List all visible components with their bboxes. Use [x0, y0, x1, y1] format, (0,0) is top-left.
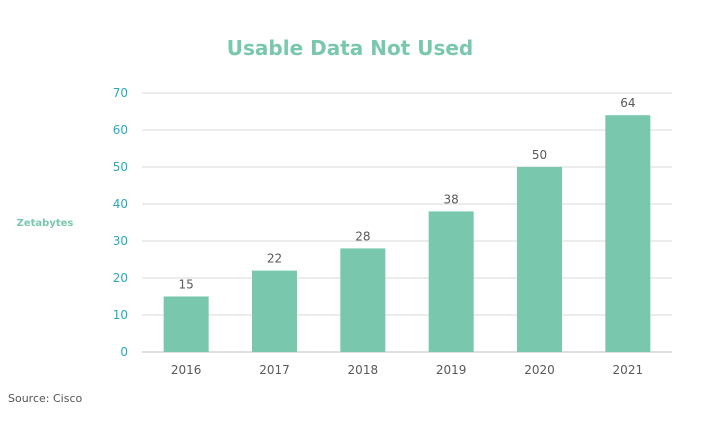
y-tick-label: 40	[113, 197, 128, 211]
y-tick-label: 30	[113, 234, 128, 248]
x-tick-label: 2020	[524, 363, 555, 377]
y-tick-label: 10	[113, 308, 128, 322]
x-tick-label: 2021	[613, 363, 644, 377]
y-tick-label: 60	[113, 123, 128, 137]
data-label: 22	[267, 252, 282, 266]
y-tick-label: 50	[113, 160, 128, 174]
x-tick-label: 2017	[259, 363, 290, 377]
data-label: 28	[355, 229, 370, 243]
bar	[252, 270, 297, 352]
bars	[163, 115, 651, 352]
y-tick-label: 20	[113, 271, 128, 285]
bar	[517, 167, 562, 352]
y-axis-label: Zetabytes	[17, 218, 74, 229]
data-label: 38	[444, 192, 459, 206]
data-label: 15	[179, 278, 194, 292]
source-note: Source: Cisco	[8, 392, 83, 405]
y-tick-label: 70	[113, 86, 128, 100]
bar	[163, 296, 209, 352]
chart-title: Usable Data Not Used	[227, 36, 473, 60]
data-labels: 15 22 28 38 50 64	[179, 96, 636, 291]
y-tick-labels: 0 10 20 30 40 50 60 70	[113, 86, 128, 359]
y-tick-label: 0	[120, 345, 128, 359]
x-tick-label: 2016	[171, 363, 202, 377]
gridlines	[142, 92, 672, 353]
bar	[428, 211, 474, 352]
x-tick-label: 2018	[348, 363, 379, 377]
data-label: 64	[620, 96, 635, 110]
x-tick-label: 2019	[436, 363, 467, 377]
x-tick-labels: 2016 2017 2018 2019 2020 2021	[171, 363, 643, 377]
data-label: 50	[532, 148, 547, 162]
bar	[340, 248, 386, 352]
bar	[605, 115, 651, 352]
